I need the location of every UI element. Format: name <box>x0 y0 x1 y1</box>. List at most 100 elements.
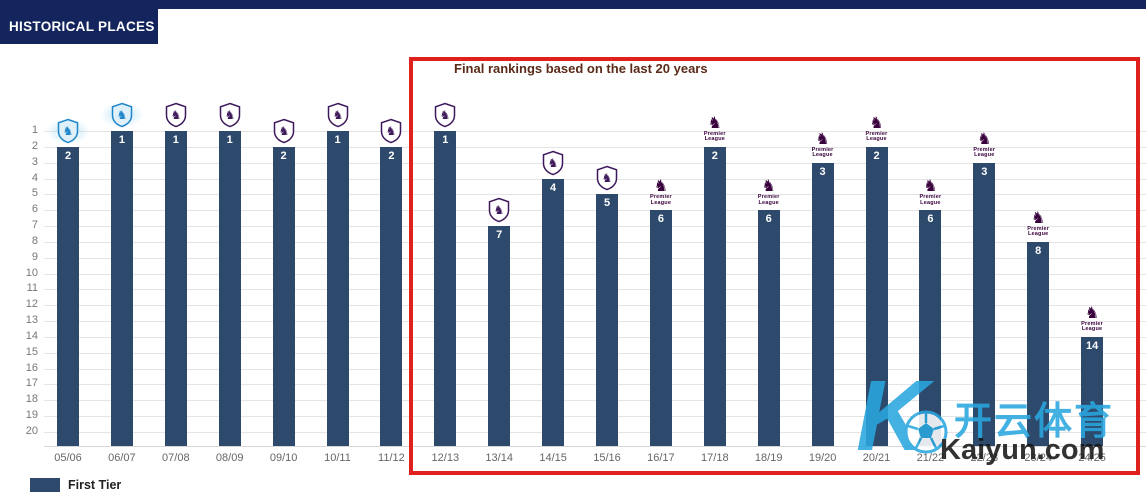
bar-value-14/15: 4 <box>550 181 557 194</box>
x-axis-label-15/16: 15/16 <box>593 452 621 464</box>
gridline-rank-5 <box>44 194 1146 196</box>
gridline-rank-1 <box>44 131 1146 132</box>
bar-13/14: 7 <box>488 226 511 446</box>
svg-text:♞: ♞ <box>117 108 128 122</box>
premier-league-logo-05/06: ♞ <box>46 117 90 144</box>
y-axis-label-20: 20 <box>25 424 38 437</box>
bar-18/19: 6 <box>757 210 780 446</box>
section-header: HISTORICAL PLACES <box>0 9 158 44</box>
x-axis-label-12/13: 12/13 <box>431 452 460 464</box>
bar-20/21: 2 <box>865 146 888 446</box>
x-axis-label-14/15: 14/15 <box>539 452 567 464</box>
bar-17/18: 2 <box>703 146 726 446</box>
svg-text:♞: ♞ <box>278 124 289 138</box>
gridline-rank-14 <box>44 336 1146 338</box>
bar-value-21/22: 6 <box>927 213 934 226</box>
bar-16/17: 6 <box>649 210 672 446</box>
svg-text:♞: ♞ <box>170 108 181 122</box>
bar-value-24/25: 14 <box>1085 339 1099 352</box>
y-axis-label-9: 9 <box>31 250 38 263</box>
legend-swatch-first-tier <box>30 478 60 492</box>
y-axis-label-12: 12 <box>25 298 38 311</box>
bar-21/22: 6 <box>919 210 942 446</box>
svg-text:♞: ♞ <box>440 108 451 122</box>
premier-league-logo-14/15: ♞ <box>531 150 575 176</box>
bar-12/13: 1 <box>434 131 457 446</box>
x-axis-label-13/14: 13/14 <box>485 452 513 464</box>
x-axis-label-16/17: 16/17 <box>647 452 675 464</box>
bar-value-06/07: 1 <box>118 134 125 146</box>
y-axis-label-13: 13 <box>25 314 38 327</box>
gridline-rank-3 <box>44 162 1146 164</box>
bar-14/15: 4 <box>542 178 565 446</box>
gridline-rank-20 <box>44 431 1146 433</box>
gridline-rank-6 <box>44 210 1146 212</box>
y-axis-label-11: 11 <box>26 282 38 295</box>
x-axis-label-09/10: 09/10 <box>269 452 298 464</box>
y-axis-label-17: 17 <box>25 377 38 390</box>
bar-19/20: 3 <box>811 162 834 446</box>
premier-league-logo-17/18: ♞ Premier League <box>703 114 726 143</box>
bar-23/24: 8 <box>1027 241 1050 446</box>
page-title: HISTORICAL PLACES <box>9 19 155 34</box>
x-axis-label-21/22: 21/22 <box>916 452 945 464</box>
gridline-rank-19 <box>44 416 1146 418</box>
y-axis-label-6: 6 <box>31 203 38 216</box>
gridline-rank-4 <box>44 178 1146 180</box>
premier-league-logo-23/24: ♞ Premier League <box>1027 209 1050 238</box>
x-axis-label-22/23: 22/23 <box>970 452 999 464</box>
gridline-rank-8 <box>44 241 1146 243</box>
gridline-rank-17 <box>44 384 1146 386</box>
premier-league-logo-07/08: ♞ <box>154 102 198 128</box>
gridline-rank-11 <box>44 289 1146 291</box>
bar-value-13/14: 7 <box>496 229 503 242</box>
y-axis-label-7: 7 <box>31 219 38 232</box>
svg-text:♞: ♞ <box>332 108 343 122</box>
gridline-rank-10 <box>44 273 1146 275</box>
x-axis-label-06/07: 06/07 <box>108 452 136 464</box>
y-axis-label-2: 2 <box>31 139 38 152</box>
y-axis-label-18: 18 <box>25 393 38 406</box>
premier-league-logo-19/20: ♞ Premier League <box>811 130 834 159</box>
y-axis-label-10: 10 <box>25 266 38 279</box>
bar-07/08: 1 <box>164 131 187 446</box>
x-axis-label-08/09: 08/09 <box>215 452 244 464</box>
premier-league-logo-10/11: ♞ <box>316 102 360 128</box>
gridline-rank-13 <box>44 321 1146 323</box>
y-axis-label-1: 1 <box>31 124 38 136</box>
x-axis-label-19/20: 19/20 <box>808 452 837 464</box>
premier-league-logo-13/14: ♞ <box>477 197 521 223</box>
legend: First Tier <box>30 478 121 492</box>
bar-15/16: 5 <box>596 194 618 446</box>
annotation-text: Final rankings based on the last 20 year… <box>454 61 708 76</box>
bar-value-10/11: 1 <box>334 134 341 146</box>
premier-league-logo-22/23: ♞ Premier League <box>973 130 996 159</box>
premier-league-logo-08/09: ♞ <box>208 102 252 128</box>
bar-value-22/23: 3 <box>981 165 988 178</box>
bar-24/25: 14 <box>1081 336 1104 446</box>
bar-22/23: 3 <box>973 162 996 446</box>
x-axis-label-20/21: 20/21 <box>862 452 891 464</box>
y-axis-label-4: 4 <box>31 171 38 184</box>
y-axis-label-15: 15 <box>25 345 38 358</box>
x-axis-baseline <box>44 446 1146 447</box>
bar-value-15/16: 5 <box>603 197 611 210</box>
bar-11/12: 2 <box>380 146 403 446</box>
bar-value-11/12: 2 <box>388 149 395 162</box>
bar-value-07/08: 1 <box>172 134 179 146</box>
premier-league-logo-06/07: ♞ <box>99 102 144 128</box>
x-axis-label-07/08: 07/08 <box>162 452 190 464</box>
bar-value-16/17: 6 <box>657 213 664 226</box>
y-axis-label-16: 16 <box>25 361 38 374</box>
gridline-rank-12 <box>44 305 1146 307</box>
y-axis-label-3: 3 <box>31 155 38 168</box>
y-axis-label-14: 14 <box>25 329 38 342</box>
gridline-rank-15 <box>44 352 1146 354</box>
bar-value-18/19: 6 <box>765 213 772 226</box>
gridline-rank-7 <box>44 226 1146 228</box>
x-axis-label-17/18: 17/18 <box>701 452 729 464</box>
svg-text:♞: ♞ <box>63 124 74 138</box>
premier-league-logo-16/17: ♞ Premier League <box>649 178 672 206</box>
